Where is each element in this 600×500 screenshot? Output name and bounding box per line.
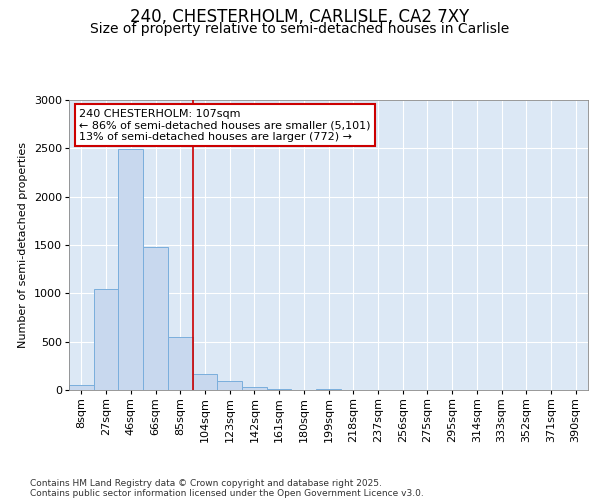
Bar xyxy=(94,288,118,390)
Bar xyxy=(143,247,168,390)
Bar xyxy=(193,374,217,390)
Bar xyxy=(69,385,94,390)
Bar xyxy=(316,388,341,390)
Text: Contains public sector information licensed under the Open Government Licence v3: Contains public sector information licen… xyxy=(30,488,424,498)
Bar xyxy=(267,388,292,390)
Y-axis label: Number of semi-detached properties: Number of semi-detached properties xyxy=(19,142,28,348)
Text: 240, CHESTERHOLM, CARLISLE, CA2 7XY: 240, CHESTERHOLM, CARLISLE, CA2 7XY xyxy=(130,8,470,26)
Bar xyxy=(217,382,242,390)
Text: Contains HM Land Registry data © Crown copyright and database right 2025.: Contains HM Land Registry data © Crown c… xyxy=(30,478,382,488)
Text: Size of property relative to semi-detached houses in Carlisle: Size of property relative to semi-detach… xyxy=(91,22,509,36)
Bar xyxy=(168,337,193,390)
Text: 240 CHESTERHOLM: 107sqm
← 86% of semi-detached houses are smaller (5,101)
13% of: 240 CHESTERHOLM: 107sqm ← 86% of semi-de… xyxy=(79,108,371,142)
Bar xyxy=(242,387,267,390)
Bar xyxy=(118,150,143,390)
